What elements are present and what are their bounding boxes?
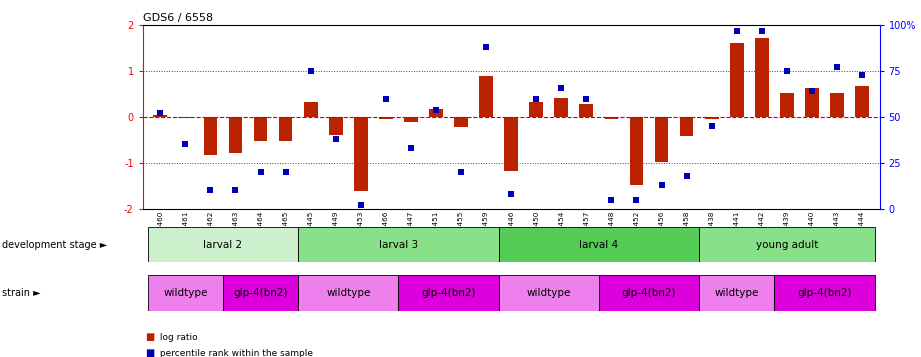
Text: glp-4(bn2): glp-4(bn2) — [622, 288, 676, 298]
Bar — [147, 227, 298, 262]
Text: glp-4(bn2): glp-4(bn2) — [233, 288, 287, 298]
Point — [329, 136, 344, 142]
Point — [253, 169, 268, 175]
Text: log ratio: log ratio — [157, 333, 197, 342]
Bar — [498, 227, 699, 262]
Text: GDS6 / 6558: GDS6 / 6558 — [143, 13, 213, 23]
Text: larval 4: larval 4 — [579, 240, 618, 250]
Point — [178, 142, 192, 147]
Point — [729, 27, 744, 33]
Bar — [454, 117, 468, 127]
Text: wildtype: wildtype — [163, 288, 207, 298]
Bar — [579, 104, 593, 117]
Point — [379, 96, 393, 101]
Text: ■: ■ — [146, 332, 155, 342]
Text: glp-4(bn2): glp-4(bn2) — [421, 288, 476, 298]
Bar — [630, 117, 644, 185]
Bar — [429, 109, 443, 117]
Bar — [379, 117, 392, 119]
Text: larval 2: larval 2 — [204, 240, 242, 250]
Point — [754, 27, 769, 33]
Point — [203, 188, 217, 193]
Bar — [228, 117, 242, 153]
Bar — [154, 115, 168, 117]
Point — [303, 68, 318, 74]
Bar — [530, 102, 543, 117]
Bar — [755, 38, 769, 117]
Bar — [699, 275, 775, 311]
Bar — [253, 117, 267, 141]
Point — [705, 123, 719, 129]
Text: strain ►: strain ► — [2, 288, 41, 298]
Point — [153, 110, 168, 116]
Text: wildtype: wildtype — [326, 288, 370, 298]
Bar — [354, 117, 367, 191]
Bar — [554, 97, 568, 117]
Bar — [699, 227, 875, 262]
Bar — [599, 275, 699, 311]
Text: larval 3: larval 3 — [379, 240, 418, 250]
Bar — [505, 117, 518, 171]
Bar — [204, 117, 217, 155]
Bar — [604, 117, 618, 119]
Bar — [775, 275, 875, 311]
Text: young adult: young adult — [755, 240, 818, 250]
Bar — [655, 117, 669, 162]
Point — [779, 68, 794, 74]
Text: glp-4(bn2): glp-4(bn2) — [798, 288, 852, 298]
Point — [679, 173, 694, 178]
Text: development stage ►: development stage ► — [2, 240, 107, 250]
Point — [504, 191, 519, 197]
Text: wildtype: wildtype — [715, 288, 759, 298]
Point — [855, 72, 869, 77]
Bar — [404, 117, 418, 122]
Bar — [680, 117, 694, 136]
Point — [403, 145, 418, 151]
Bar — [147, 275, 223, 311]
Text: percentile rank within the sample: percentile rank within the sample — [157, 349, 312, 357]
Point — [604, 197, 619, 202]
Bar — [279, 117, 293, 141]
Point — [805, 88, 820, 94]
Point — [579, 96, 594, 101]
Point — [228, 188, 243, 193]
Bar — [780, 93, 794, 117]
Point — [278, 169, 293, 175]
Point — [654, 182, 669, 188]
Bar — [304, 102, 318, 117]
Bar — [399, 275, 498, 311]
Bar — [479, 76, 493, 117]
Bar — [729, 43, 743, 117]
Bar — [805, 89, 819, 117]
Bar — [855, 86, 869, 117]
Bar — [298, 227, 498, 262]
Bar — [329, 117, 343, 135]
Point — [629, 197, 644, 202]
Point — [354, 202, 368, 208]
Bar — [705, 117, 718, 119]
Point — [428, 107, 443, 112]
Text: ■: ■ — [146, 348, 155, 357]
Bar — [223, 275, 298, 311]
Point — [479, 44, 494, 50]
Bar — [830, 93, 844, 117]
Point — [529, 96, 543, 101]
Bar — [498, 275, 599, 311]
Text: wildtype: wildtype — [527, 288, 571, 298]
Point — [830, 64, 845, 70]
Bar — [179, 117, 192, 118]
Bar — [298, 275, 399, 311]
Point — [454, 169, 469, 175]
Point — [554, 85, 568, 90]
